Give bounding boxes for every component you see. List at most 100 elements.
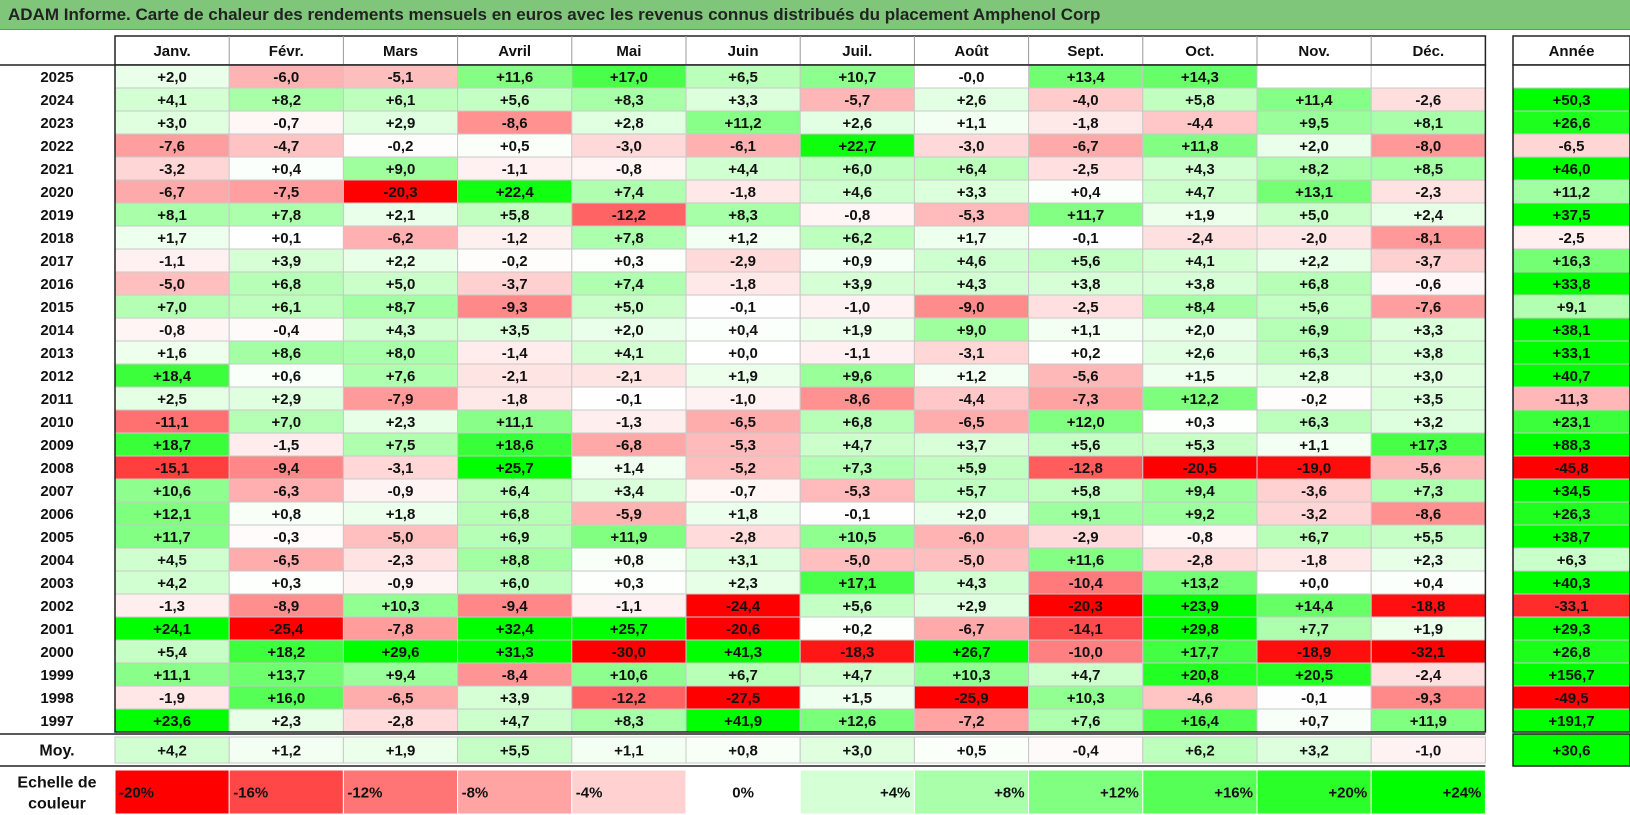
heatmap-cell-value: +2,2	[1299, 253, 1329, 270]
heatmap-cell-value: +5,6	[1071, 253, 1101, 270]
heatmap-cell-value: +1,7	[157, 230, 187, 247]
heatmap-cell-value: +2,0	[1299, 138, 1329, 155]
heatmap-cell-value: +3,7	[957, 437, 987, 454]
heatmap-cell-value: +5,0	[614, 299, 644, 316]
heatmap-cell-value: +5,5	[1413, 529, 1443, 546]
heatmap-cell-value: +16,0	[267, 690, 305, 707]
heatmap-cell-value: +6,8	[500, 506, 530, 523]
heatmap-cell-value: +2,3	[728, 575, 758, 592]
heatmap-cell-value: +7,3	[842, 460, 872, 477]
row-year-label: 2001	[40, 621, 73, 638]
heatmap-cell-value: -0,8	[1187, 529, 1213, 546]
row-year-label: 1998	[40, 690, 73, 707]
heatmap-cell-value: -5,2	[730, 460, 756, 477]
heatmap-cell-value: -5,0	[959, 552, 985, 569]
heatmap-cell-value: -10,0	[1069, 644, 1103, 661]
heatmap-cell-value: -6,0	[959, 529, 985, 546]
heatmap-cell-value: +7,7	[1299, 621, 1329, 638]
annual-cell-value: -33,1	[1554, 598, 1588, 615]
heatmap-cell-value: -0,8	[616, 161, 642, 178]
heatmap-cell-value: +24,1	[153, 621, 191, 638]
heatmap-cell-value: -8,6	[1415, 506, 1441, 523]
heatmap-cell-value: +6,1	[271, 299, 301, 316]
heatmap-cell-value: +18,6	[496, 437, 534, 454]
heatmap-cell-value: -0,7	[730, 483, 756, 500]
annual-cell-value: +26,6	[1553, 115, 1591, 132]
annual-cell-value: +37,5	[1553, 207, 1591, 224]
heatmap-cell-value: +3,4	[614, 483, 644, 500]
heatmap-cell-value: -18,3	[840, 644, 874, 661]
heatmap-cell-value: +11,2	[725, 115, 762, 132]
heatmap-cell-value: +10,6	[610, 667, 648, 684]
heatmap-cell-value: -7,9	[388, 391, 414, 408]
heatmap-cell-value: +6,0	[500, 575, 530, 592]
heatmap-cell-value: -0,6	[1415, 276, 1441, 293]
heatmap-cell-value: +2,1	[386, 207, 416, 224]
heatmap-cell-value: +8,3	[614, 713, 644, 730]
heatmap-cell-value: +0,1	[271, 230, 301, 247]
heatmap-cell-value: -7,6	[1415, 299, 1441, 316]
average-cell-value: +1,9	[386, 743, 416, 760]
heatmap-cell-value: +17,0	[610, 69, 648, 86]
scale-swatch-label: +16%	[1214, 785, 1253, 802]
annual-cell-value: +156,7	[1548, 667, 1594, 684]
heatmap-cell-value: -1,2	[502, 230, 528, 247]
heatmap-cell-value: -3,0	[959, 138, 985, 155]
heatmap-cell-value: +1,9	[1413, 621, 1443, 638]
scale-swatch-label: 0%	[732, 785, 754, 802]
heatmap-cell-value: +17,7	[1181, 644, 1219, 661]
scale-swatch-label: -8%	[462, 785, 489, 802]
heatmap-cell-value: -0,1	[844, 506, 870, 523]
heatmap-cell-value: -2,8	[388, 713, 414, 730]
heatmap-cell-value: +4,7	[1185, 184, 1215, 201]
heatmap-cell-value: -4,6	[1187, 690, 1213, 707]
heatmap-cell-value: +1,6	[157, 345, 187, 362]
heatmap-cell-value: +1,9	[728, 368, 758, 385]
row-year-label: 2013	[40, 345, 73, 362]
heatmap-cell-value: -12,8	[1069, 460, 1103, 477]
heatmap-cell-value: -2,9	[730, 253, 756, 270]
heatmap-cell-value: -0,9	[388, 483, 414, 500]
heatmap-cell-value: +8,6	[271, 345, 301, 362]
heatmap-cell-value: +11,7	[154, 529, 191, 546]
heatmap-cell-value: +5,6	[1071, 437, 1101, 454]
heatmap-cell-value: +1,9	[842, 322, 872, 339]
annual-cell-value: +33,1	[1553, 345, 1591, 362]
heatmap-cell-value: +3,3	[1413, 322, 1443, 339]
heatmap-cell-value: -0,1	[1073, 230, 1099, 247]
heatmap-cell-value: +11,6	[496, 69, 533, 86]
heatmap-cell-value: -0,9	[388, 575, 414, 592]
heatmap-cell-value: -5,9	[616, 506, 642, 523]
heatmap-cell-value: -0,1	[730, 299, 756, 316]
column-header-1: Janv.	[153, 43, 190, 60]
heatmap-cell-value: +13,1	[1295, 184, 1333, 201]
heatmap-cell-value: +8,2	[271, 92, 301, 109]
heatmap-cell-value: -25,4	[269, 621, 304, 638]
heatmap-cell-value: +11,6	[1067, 552, 1104, 569]
heatmap-cell-value: +2,6	[1185, 345, 1215, 362]
heatmap-cell-value: -7,2	[959, 713, 985, 730]
heatmap-cell-value: +0,0	[728, 345, 758, 362]
heatmap-cell-value: -24,4	[726, 598, 761, 615]
heatmap-cell-value: +25,7	[496, 460, 534, 477]
heatmap-cell-value: -0,0	[959, 69, 985, 86]
heatmap-cell-value: +0,6	[271, 368, 301, 385]
heatmap-cell-value: +12,6	[838, 713, 876, 730]
heatmap-cell-value: +17,3	[1409, 437, 1447, 454]
heatmap-cell-value: +5,6	[1299, 299, 1329, 316]
column-header-6: Juin	[728, 43, 759, 60]
heatmap-cell-value: +2,3	[271, 713, 301, 730]
annual-cell-value: +23,1	[1553, 414, 1591, 431]
scale-swatch-label: -12%	[347, 785, 382, 802]
heatmap-cell-value: -32,1	[1411, 644, 1445, 661]
heatmap-cell-value: +20,5	[1295, 667, 1333, 684]
annual-cell	[1512, 64, 1630, 89]
row-year-label: 2003	[40, 575, 73, 592]
heatmap-cell-value: -1,0	[730, 391, 756, 408]
heatmap-cell-value: -3,7	[1415, 253, 1441, 270]
heatmap-cell-value: +2,9	[386, 115, 416, 132]
heatmap-cell-value: +4,6	[842, 184, 872, 201]
scale-swatch	[1370, 769, 1486, 815]
heatmap-cell-value: +41,9	[724, 713, 762, 730]
scale-swatch	[342, 769, 459, 815]
